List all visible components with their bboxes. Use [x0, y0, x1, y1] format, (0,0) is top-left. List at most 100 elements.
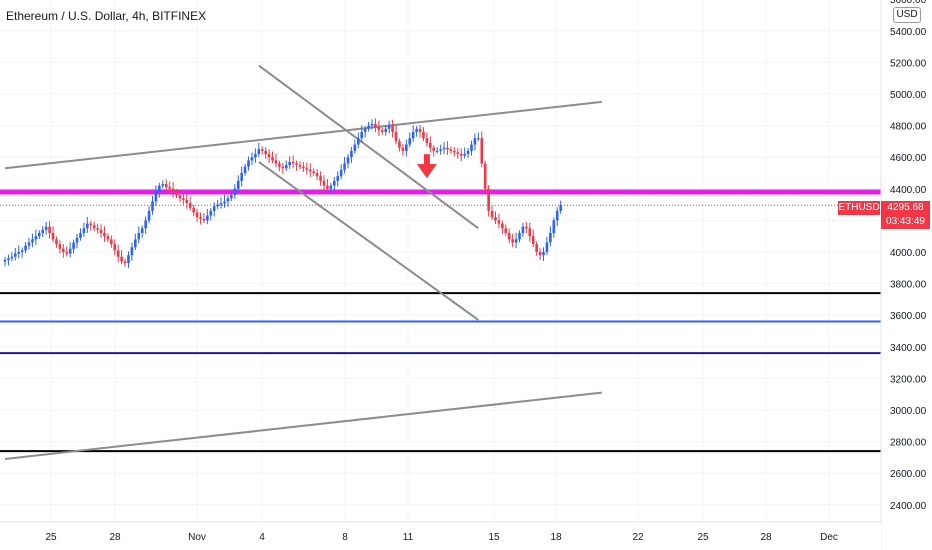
time-axis-ticks: 25 28 Nov 4 8 11 15 18 22 25 28 Dec [45, 532, 837, 543]
time-tick-label: 11 [403, 532, 414, 543]
candle-body [483, 163, 487, 189]
candle-body [432, 147, 436, 151]
candle-body [381, 130, 384, 132]
candle-body [65, 252, 69, 254]
candle-body [31, 239, 34, 243]
candle-body [405, 144, 408, 151]
candle-body [62, 248, 65, 252]
long-term-support-trendline [4, 391, 602, 460]
candle-body [398, 141, 401, 148]
candle-body [291, 161, 295, 164]
candle-body [418, 128, 422, 132]
candle-body [422, 131, 425, 139]
candle-body [209, 210, 213, 216]
candle-body [24, 245, 27, 251]
price-tick-label: 3000.00 [890, 406, 927, 417]
time-tick-label: Nov [188, 532, 206, 543]
candle-body [92, 225, 96, 229]
time-tick-label: 22 [632, 532, 644, 543]
candle-body [394, 131, 398, 142]
time-tick-label: 25 [697, 532, 709, 543]
candle-body [480, 138, 484, 164]
candle-body [315, 173, 319, 177]
candle-body [260, 149, 264, 151]
symbol-tag: ETHUSD [838, 201, 880, 215]
candle-body [425, 138, 429, 143]
candle-body [332, 180, 336, 186]
candle-body [538, 252, 542, 256]
candle-body [161, 184, 165, 186]
candle-body [48, 226, 51, 234]
candle-body [308, 169, 312, 172]
candle-body [459, 154, 463, 156]
candle-body [298, 165, 302, 167]
time-tick-label: 28 [109, 532, 121, 543]
candle-body [158, 185, 161, 192]
price-axis[interactable] [881, 0, 932, 522]
horizontal-levels [0, 189, 881, 453]
price-tick-label: 3400.00 [890, 343, 927, 354]
candle-body [120, 256, 123, 262]
candle-body [89, 223, 93, 226]
candle-body [350, 150, 353, 158]
candle-body [511, 239, 514, 243]
candle-body [401, 147, 405, 151]
candle-body [236, 180, 240, 189]
price-tick-label: 2600.00 [890, 469, 927, 480]
candle-body [507, 233, 511, 240]
candle-body [154, 191, 158, 202]
candle-body [429, 142, 432, 148]
currency-badge[interactable]: USD [893, 7, 921, 23]
price-tick-label: 5600.00 [890, 0, 927, 6]
candle-body [68, 248, 72, 254]
candle-body [274, 160, 278, 164]
candle-body [140, 228, 144, 234]
candle-body [477, 138, 480, 140]
candle-body [470, 144, 473, 151]
candle-body [41, 229, 45, 234]
candle-body [442, 147, 446, 150]
candle-body [243, 166, 247, 173]
candle-body [175, 191, 178, 196]
candle-body [7, 258, 10, 260]
time-tick-label: 25 [45, 532, 57, 543]
interval-label[interactable]: 4h [132, 9, 146, 23]
candle-body [51, 233, 55, 240]
candle-body [521, 226, 525, 234]
candle-body [103, 233, 106, 237]
candle-body [185, 199, 189, 204]
candle-body [374, 124, 377, 128]
title-separator: , [145, 9, 153, 23]
candle-body [377, 127, 381, 131]
candle-body [326, 185, 329, 189]
candle-body [206, 215, 209, 221]
candle-body [439, 149, 442, 151]
candle-body [34, 236, 38, 240]
candle-body [494, 217, 497, 221]
time-tick-label: 15 [488, 532, 500, 543]
candle-body [144, 220, 147, 229]
price-tick-label: 5400.00 [890, 27, 927, 38]
time-axis[interactable] [0, 522, 881, 550]
candle-body [264, 150, 267, 155]
candle-body [367, 125, 370, 129]
candle-body [312, 171, 315, 173]
candle-body [490, 210, 494, 218]
candle-body [202, 218, 206, 221]
candle-body [58, 244, 62, 249]
candle-body [195, 212, 199, 218]
candle-body [267, 154, 271, 158]
candle-body [55, 239, 58, 245]
candle-body [555, 210, 559, 221]
arrow-shaft [423, 154, 430, 169]
price-tick-label: 5200.00 [890, 58, 927, 69]
candle-body [319, 176, 322, 181]
candle-body [44, 226, 48, 230]
candle-body [415, 128, 418, 132]
candle-body [466, 150, 470, 155]
candle-body [504, 228, 508, 234]
candle-body [99, 229, 103, 234]
candle-body [96, 228, 99, 230]
candle-body [346, 157, 350, 164]
